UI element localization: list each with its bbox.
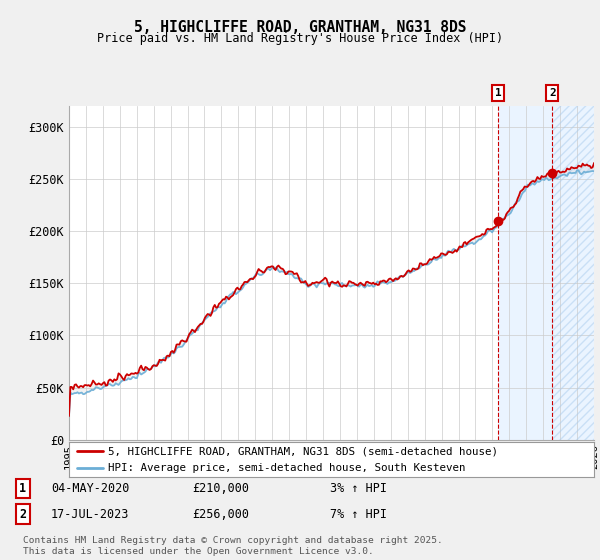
Text: HPI: Average price, semi-detached house, South Kesteven: HPI: Average price, semi-detached house,… bbox=[109, 464, 466, 473]
Text: 3% ↑ HPI: 3% ↑ HPI bbox=[330, 482, 387, 495]
Text: 04-MAY-2020: 04-MAY-2020 bbox=[51, 482, 130, 495]
Bar bbox=[553, 106, 594, 440]
Text: £256,000: £256,000 bbox=[192, 507, 249, 521]
Text: 2: 2 bbox=[19, 507, 26, 521]
Text: 2: 2 bbox=[549, 88, 556, 98]
Text: 1: 1 bbox=[495, 88, 502, 98]
Text: £210,000: £210,000 bbox=[192, 482, 249, 495]
Text: Contains HM Land Registry data © Crown copyright and database right 2025.
This d: Contains HM Land Registry data © Crown c… bbox=[23, 536, 443, 556]
Bar bbox=[499, 106, 594, 440]
Text: 7% ↑ HPI: 7% ↑ HPI bbox=[330, 507, 387, 521]
Text: 5, HIGHCLIFFE ROAD, GRANTHAM, NG31 8DS (semi-detached house): 5, HIGHCLIFFE ROAD, GRANTHAM, NG31 8DS (… bbox=[109, 446, 499, 456]
Text: Price paid vs. HM Land Registry's House Price Index (HPI): Price paid vs. HM Land Registry's House … bbox=[97, 32, 503, 45]
Text: 17-JUL-2023: 17-JUL-2023 bbox=[51, 507, 130, 521]
Text: 5, HIGHCLIFFE ROAD, GRANTHAM, NG31 8DS: 5, HIGHCLIFFE ROAD, GRANTHAM, NG31 8DS bbox=[134, 20, 466, 35]
Text: 1: 1 bbox=[19, 482, 26, 495]
